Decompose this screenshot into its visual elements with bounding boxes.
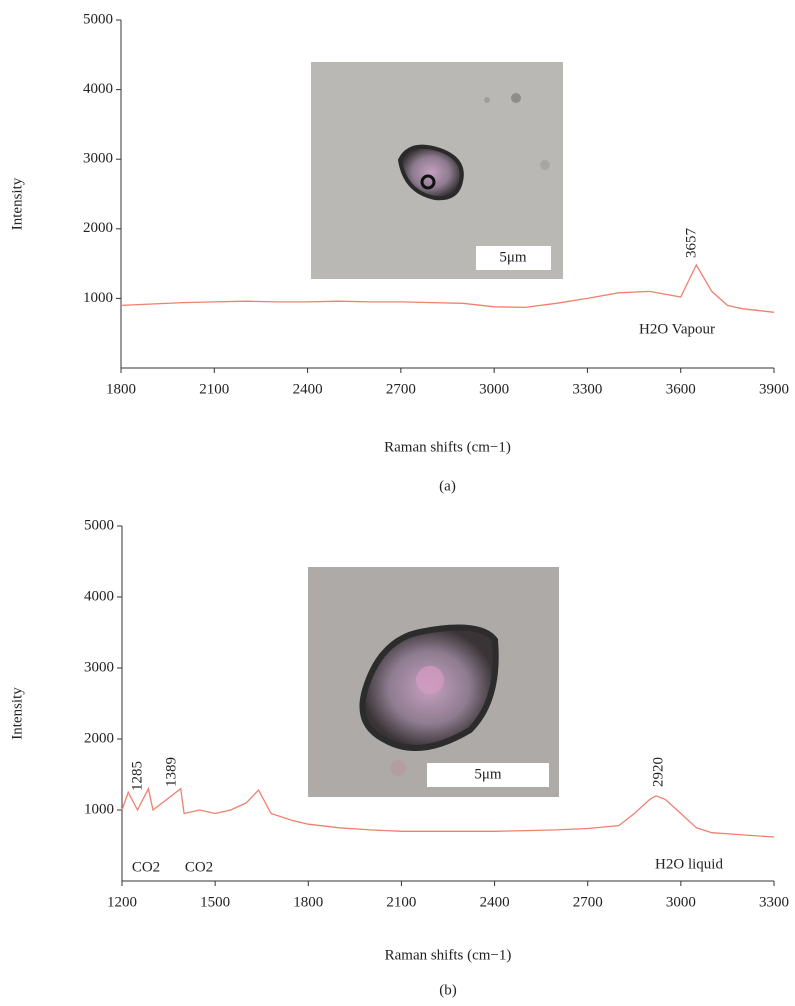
y-tick-label: 2000 <box>83 220 113 236</box>
x-tick-label: 3900 <box>759 381 789 397</box>
x-tick-label: 2400 <box>293 381 323 397</box>
y-tick-label: 5000 <box>83 11 113 27</box>
x-tick-label: 1800 <box>106 381 136 397</box>
annotation: 1285 <box>129 761 145 791</box>
x-tick-label: 3600 <box>666 381 696 397</box>
annotation: CO2 <box>132 859 160 875</box>
caption: (a) <box>439 478 456 494</box>
y-axis-label: Intensity <box>9 687 25 740</box>
inset-image-b <box>308 567 559 797</box>
caption: (b) <box>439 982 457 998</box>
annotation: H2O Vapour <box>639 321 715 337</box>
annotation: 3657 <box>683 228 699 259</box>
annotation: 2920 <box>650 757 666 787</box>
x-tick-label: 2700 <box>573 894 603 910</box>
y-axis-label: Intensity <box>9 177 25 230</box>
x-tick-label: 3300 <box>759 894 789 910</box>
y-tick-label: 2000 <box>84 730 114 746</box>
spectrum-line <box>120 263 775 313</box>
x-tick-label: 1800 <box>293 894 323 910</box>
x-tick-label: 1500 <box>200 894 230 910</box>
y-tick-label: 4000 <box>83 81 113 97</box>
y-tick-label: 4000 <box>84 588 114 604</box>
x-tick-label: 2700 <box>386 381 416 397</box>
x-tick-label: 3000 <box>479 381 509 397</box>
x-tick-label: 2100 <box>199 381 229 397</box>
y-tick-label: 3000 <box>83 151 113 167</box>
x-tick-label: 3300 <box>572 381 602 397</box>
y-tick-label: 5000 <box>84 517 114 533</box>
x-tick-label: 3000 <box>666 894 696 910</box>
spectrum-line <box>121 786 775 838</box>
x-tick-label: 2400 <box>480 894 510 910</box>
x-tick-label: 1200 <box>107 894 137 910</box>
annotation: CO2 <box>185 859 213 875</box>
inset-image-a <box>311 62 563 279</box>
y-tick-label: 1000 <box>84 801 114 817</box>
annotation: H2O liquid <box>655 856 723 872</box>
y-tick-label: 3000 <box>84 659 114 675</box>
x-tick-label: 2100 <box>386 894 416 910</box>
scale-label: 5μm <box>474 766 502 782</box>
x-axis-label: Raman shifts (cm−1) <box>384 439 511 455</box>
annotation: 1389 <box>163 757 179 787</box>
scale-label: 5μm <box>499 249 527 265</box>
y-tick-label: 1000 <box>83 290 113 306</box>
x-axis-label: Raman shifts (cm−1) <box>385 947 512 963</box>
